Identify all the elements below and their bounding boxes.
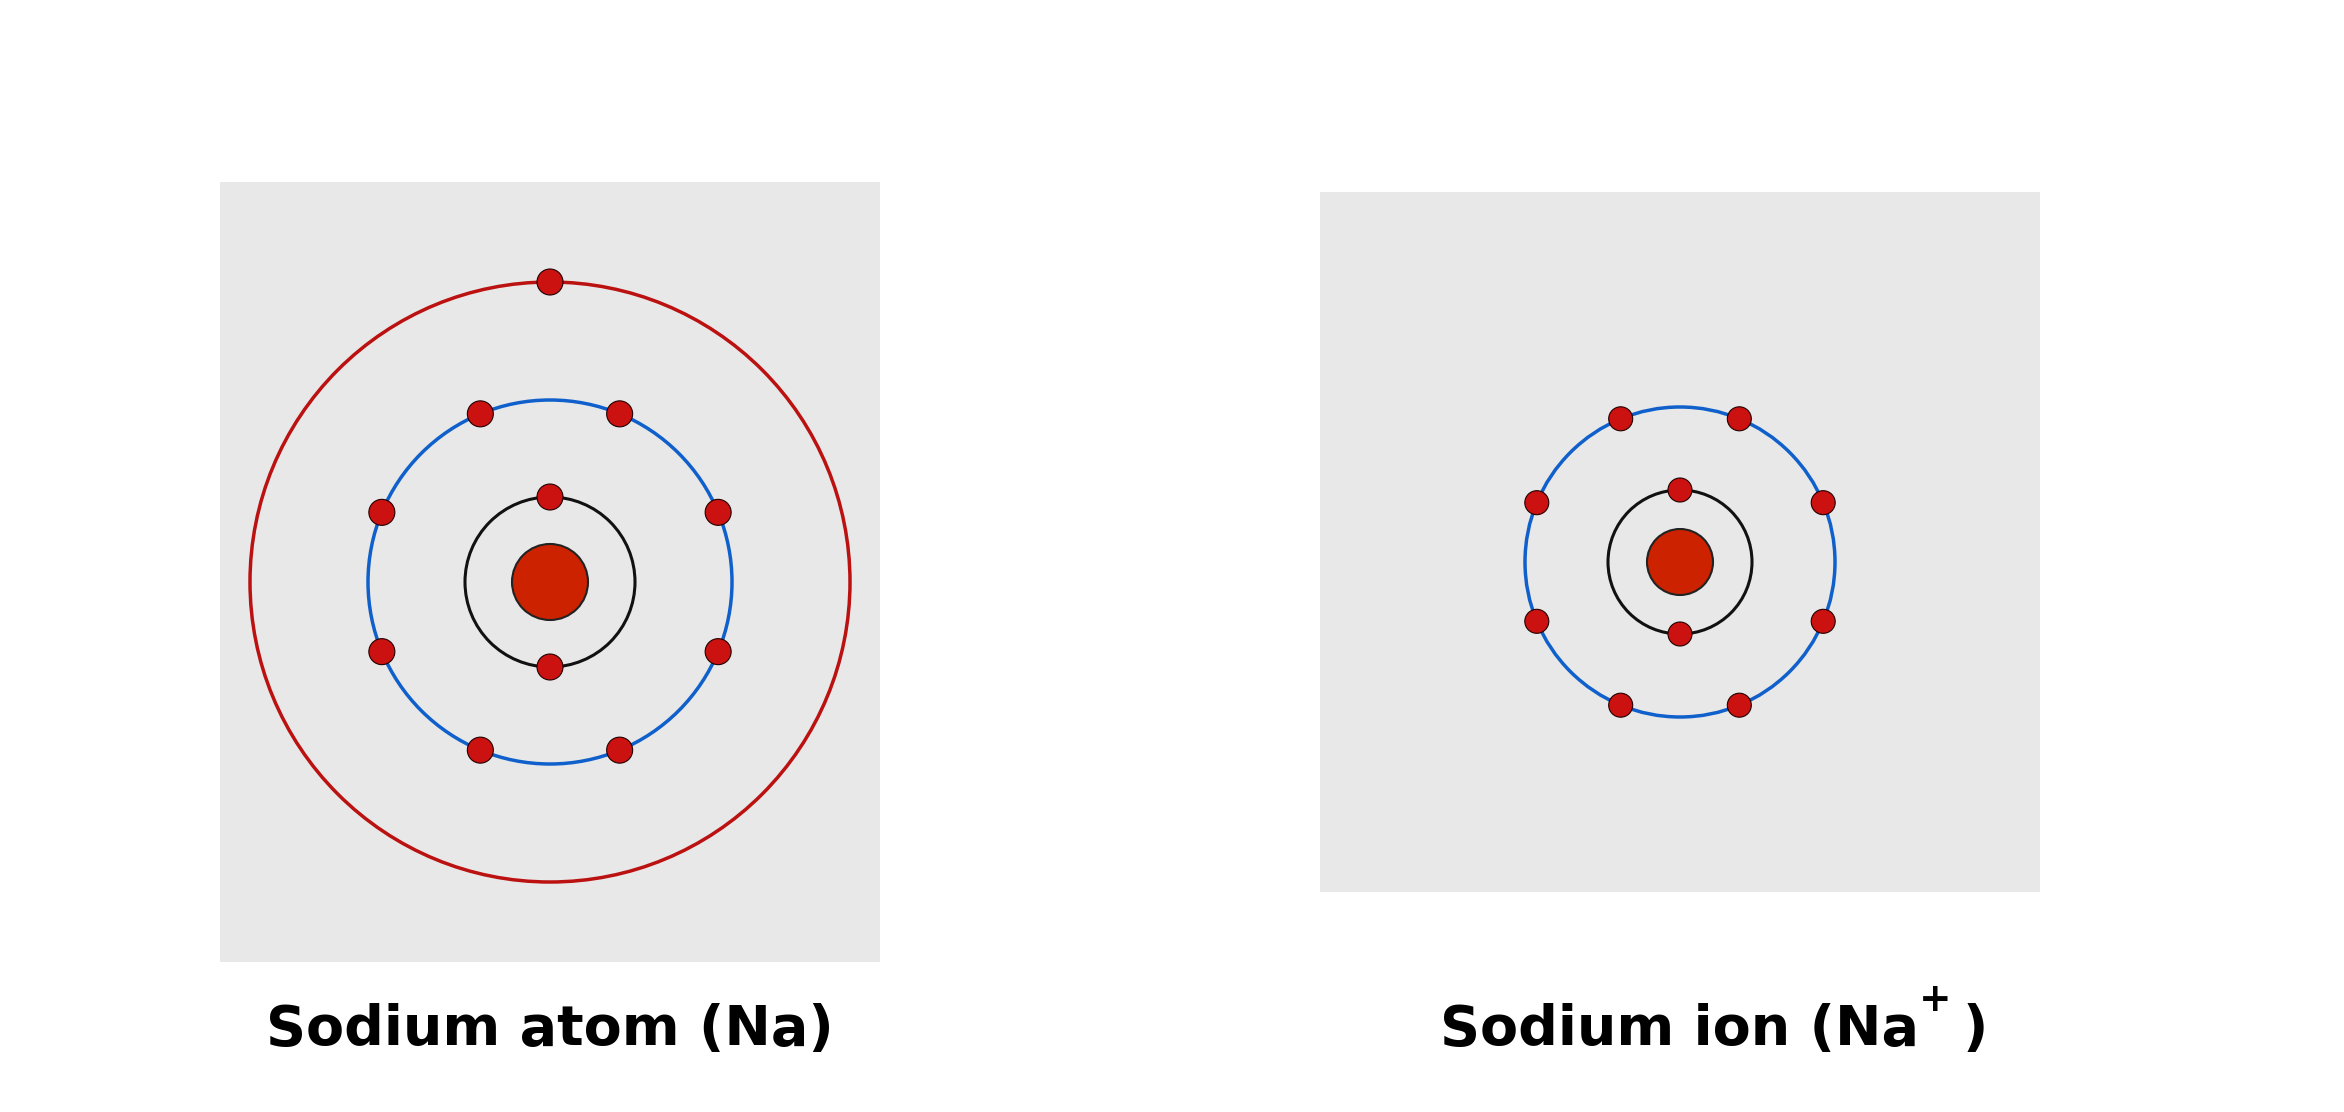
- Circle shape: [1669, 478, 1692, 502]
- Circle shape: [1728, 407, 1751, 430]
- Circle shape: [368, 499, 394, 525]
- FancyBboxPatch shape: [220, 182, 879, 962]
- Circle shape: [1608, 407, 1634, 430]
- Text: ): ): [1962, 1003, 1988, 1058]
- Circle shape: [1669, 622, 1692, 646]
- Circle shape: [706, 499, 731, 525]
- FancyBboxPatch shape: [1320, 192, 2039, 892]
- Circle shape: [537, 484, 563, 510]
- Circle shape: [1526, 609, 1549, 634]
- Circle shape: [1812, 490, 1835, 515]
- Circle shape: [368, 638, 394, 665]
- Circle shape: [1608, 693, 1634, 717]
- Text: +: +: [1920, 981, 1950, 1019]
- Circle shape: [537, 654, 563, 681]
- Circle shape: [466, 737, 492, 763]
- Circle shape: [537, 269, 563, 295]
- Circle shape: [706, 638, 731, 665]
- Text: Sodium atom (Na): Sodium atom (Na): [267, 1003, 834, 1058]
- Circle shape: [607, 400, 633, 427]
- Circle shape: [1648, 529, 1713, 595]
- Circle shape: [607, 737, 633, 763]
- Text: Sodium ion (Na: Sodium ion (Na: [1442, 1003, 1920, 1058]
- Circle shape: [466, 400, 492, 427]
- Circle shape: [1812, 609, 1835, 634]
- Circle shape: [1526, 490, 1549, 515]
- Circle shape: [511, 544, 588, 620]
- Circle shape: [1728, 693, 1751, 717]
